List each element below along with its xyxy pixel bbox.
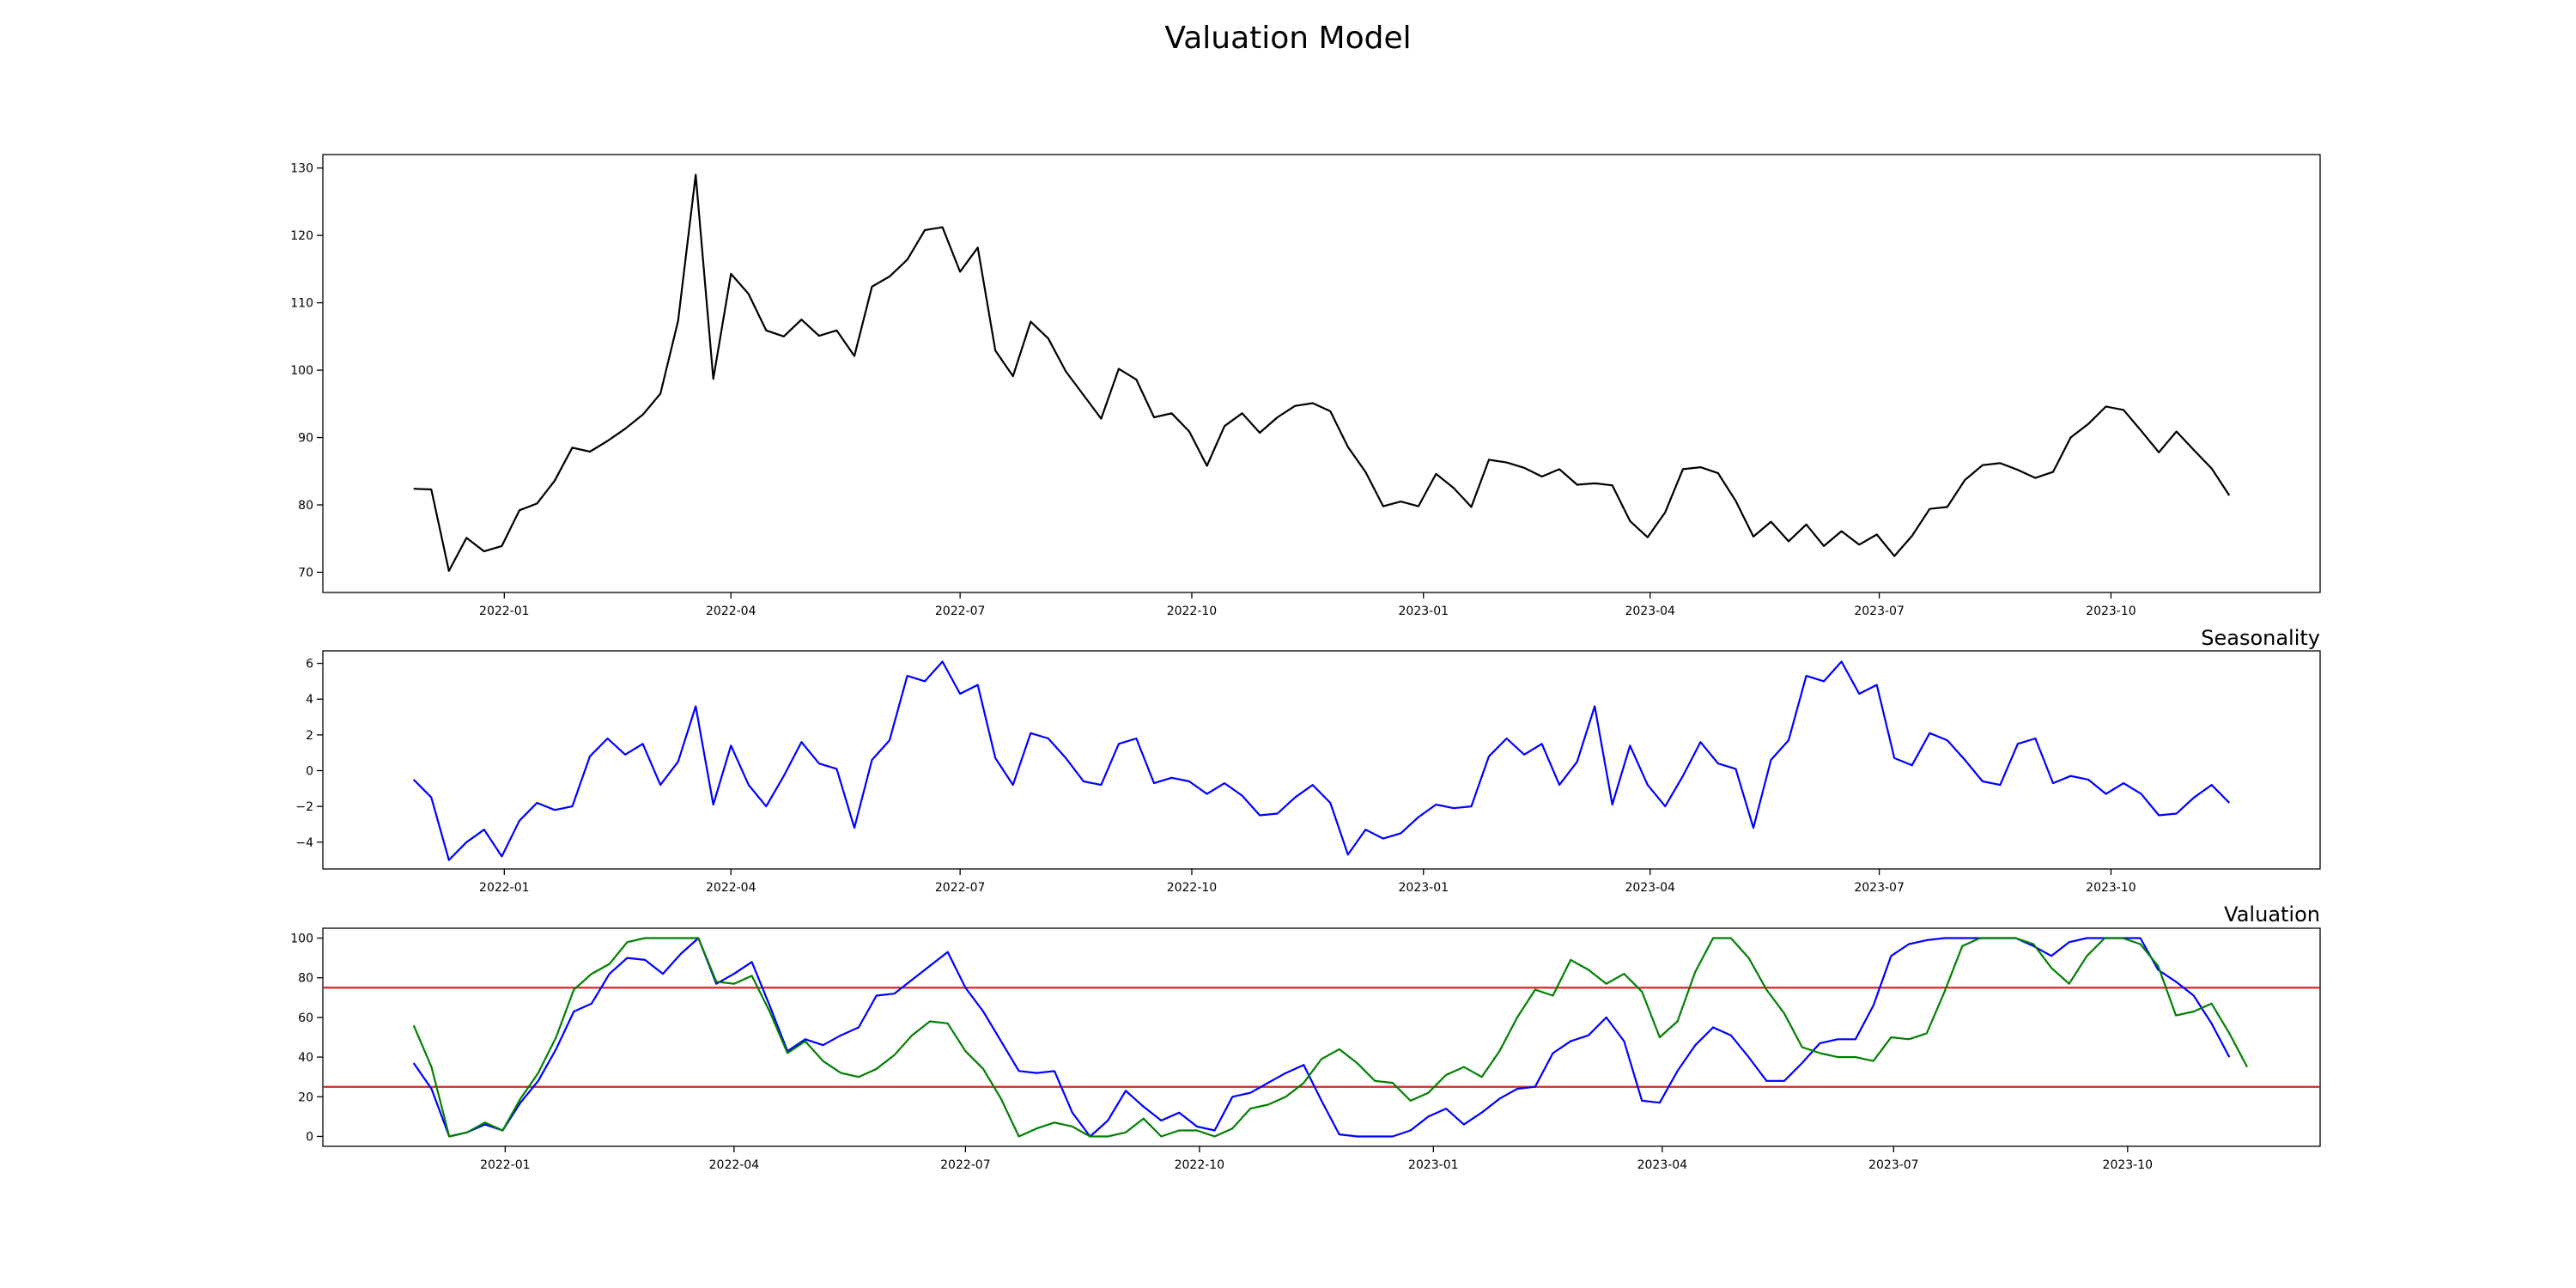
- x-tick-label: 2022-10: [1175, 1158, 1225, 1172]
- x-tick-label: 2023-07: [1854, 605, 1905, 618]
- y-tick-label: 60: [298, 1012, 313, 1025]
- x-tick-label: 2023-04: [1625, 605, 1675, 618]
- y-tick-label: 100: [290, 364, 313, 378]
- y-tick-label: 100: [290, 933, 313, 946]
- series-line-0: [412, 937, 2231, 1138]
- y-tick-label: 0: [306, 764, 313, 778]
- x-tick-label: 2022-04: [706, 881, 756, 895]
- y-tick-label: −4: [295, 836, 313, 850]
- y-tick-label: −2: [295, 800, 313, 814]
- axes-frame: [322, 154, 2321, 593]
- x-tick-label: 2023-10: [2086, 605, 2136, 618]
- series-line-1: [412, 937, 2248, 1138]
- x-tick-label: 2023-01: [1399, 605, 1449, 618]
- x-tick-label: 2022-07: [935, 605, 986, 618]
- x-tick-label: 2022-10: [1167, 881, 1218, 895]
- x-tick-label: 2022-04: [706, 605, 756, 618]
- y-tick-label: 0: [306, 1130, 313, 1144]
- x-tick-label: 2022-07: [940, 1158, 991, 1172]
- y-tick-label: 90: [298, 432, 313, 446]
- x-tick-label: 2023-01: [1399, 881, 1449, 895]
- x-tick-label: 2023-10: [2103, 1158, 2154, 1172]
- x-tick-label: 2023-04: [1637, 1158, 1688, 1172]
- x-tick-label: 2022-10: [1167, 605, 1218, 618]
- x-tick-label: 2023-07: [1854, 881, 1905, 895]
- y-tick-label: 20: [298, 1091, 313, 1104]
- x-tick-label: 2022-04: [709, 1158, 760, 1172]
- series-line-0: [412, 660, 2231, 861]
- x-tick-label: 2022-01: [479, 881, 530, 895]
- y-tick-label: 120: [290, 229, 313, 243]
- axes-frame: [322, 650, 2321, 870]
- x-tick-label: 2023-07: [1868, 1158, 1919, 1172]
- series-line-0: [413, 173, 2231, 573]
- figure-title: Valuation Model: [1164, 21, 1411, 56]
- y-tick-label: 6: [306, 658, 313, 671]
- x-tick-label: 2023-04: [1625, 881, 1675, 895]
- x-tick-label: 2022-07: [935, 881, 986, 895]
- y-tick-label: 80: [298, 499, 313, 513]
- seasonality-panel: Seasonality −4 −2 0 2 4 6 2022-01 2022-04 2022-0…: [295, 626, 2321, 895]
- y-tick-label: 40: [298, 1051, 313, 1065]
- y-tick-label: 70: [298, 566, 313, 580]
- y-tick-label: 130: [290, 162, 313, 176]
- y-tick-label: 80: [298, 972, 313, 986]
- seasonality-panel-title: Seasonality: [2201, 626, 2320, 650]
- valuation-panel-title: Valuation: [2224, 902, 2320, 927]
- y-tick-label: 4: [306, 693, 313, 707]
- axes-frame: [322, 927, 2321, 1147]
- x-tick-label: 2022-01: [479, 605, 530, 618]
- y-tick-label: 110: [290, 297, 313, 311]
- x-tick-label: 2022-01: [480, 1158, 531, 1172]
- x-tick-label: 2023-10: [2086, 881, 2136, 895]
- y-tick-label: 2: [306, 729, 313, 743]
- price-panel: 70 80 90 100 110 120 130 2022-01 2022-04 2022-07 2…: [290, 154, 2321, 618]
- valuation-panel: Valuation 0 20 40 60 80 100 2022-01 2022-04 2022…: [290, 902, 2321, 1172]
- x-tick-label: 2023-01: [1408, 1158, 1459, 1172]
